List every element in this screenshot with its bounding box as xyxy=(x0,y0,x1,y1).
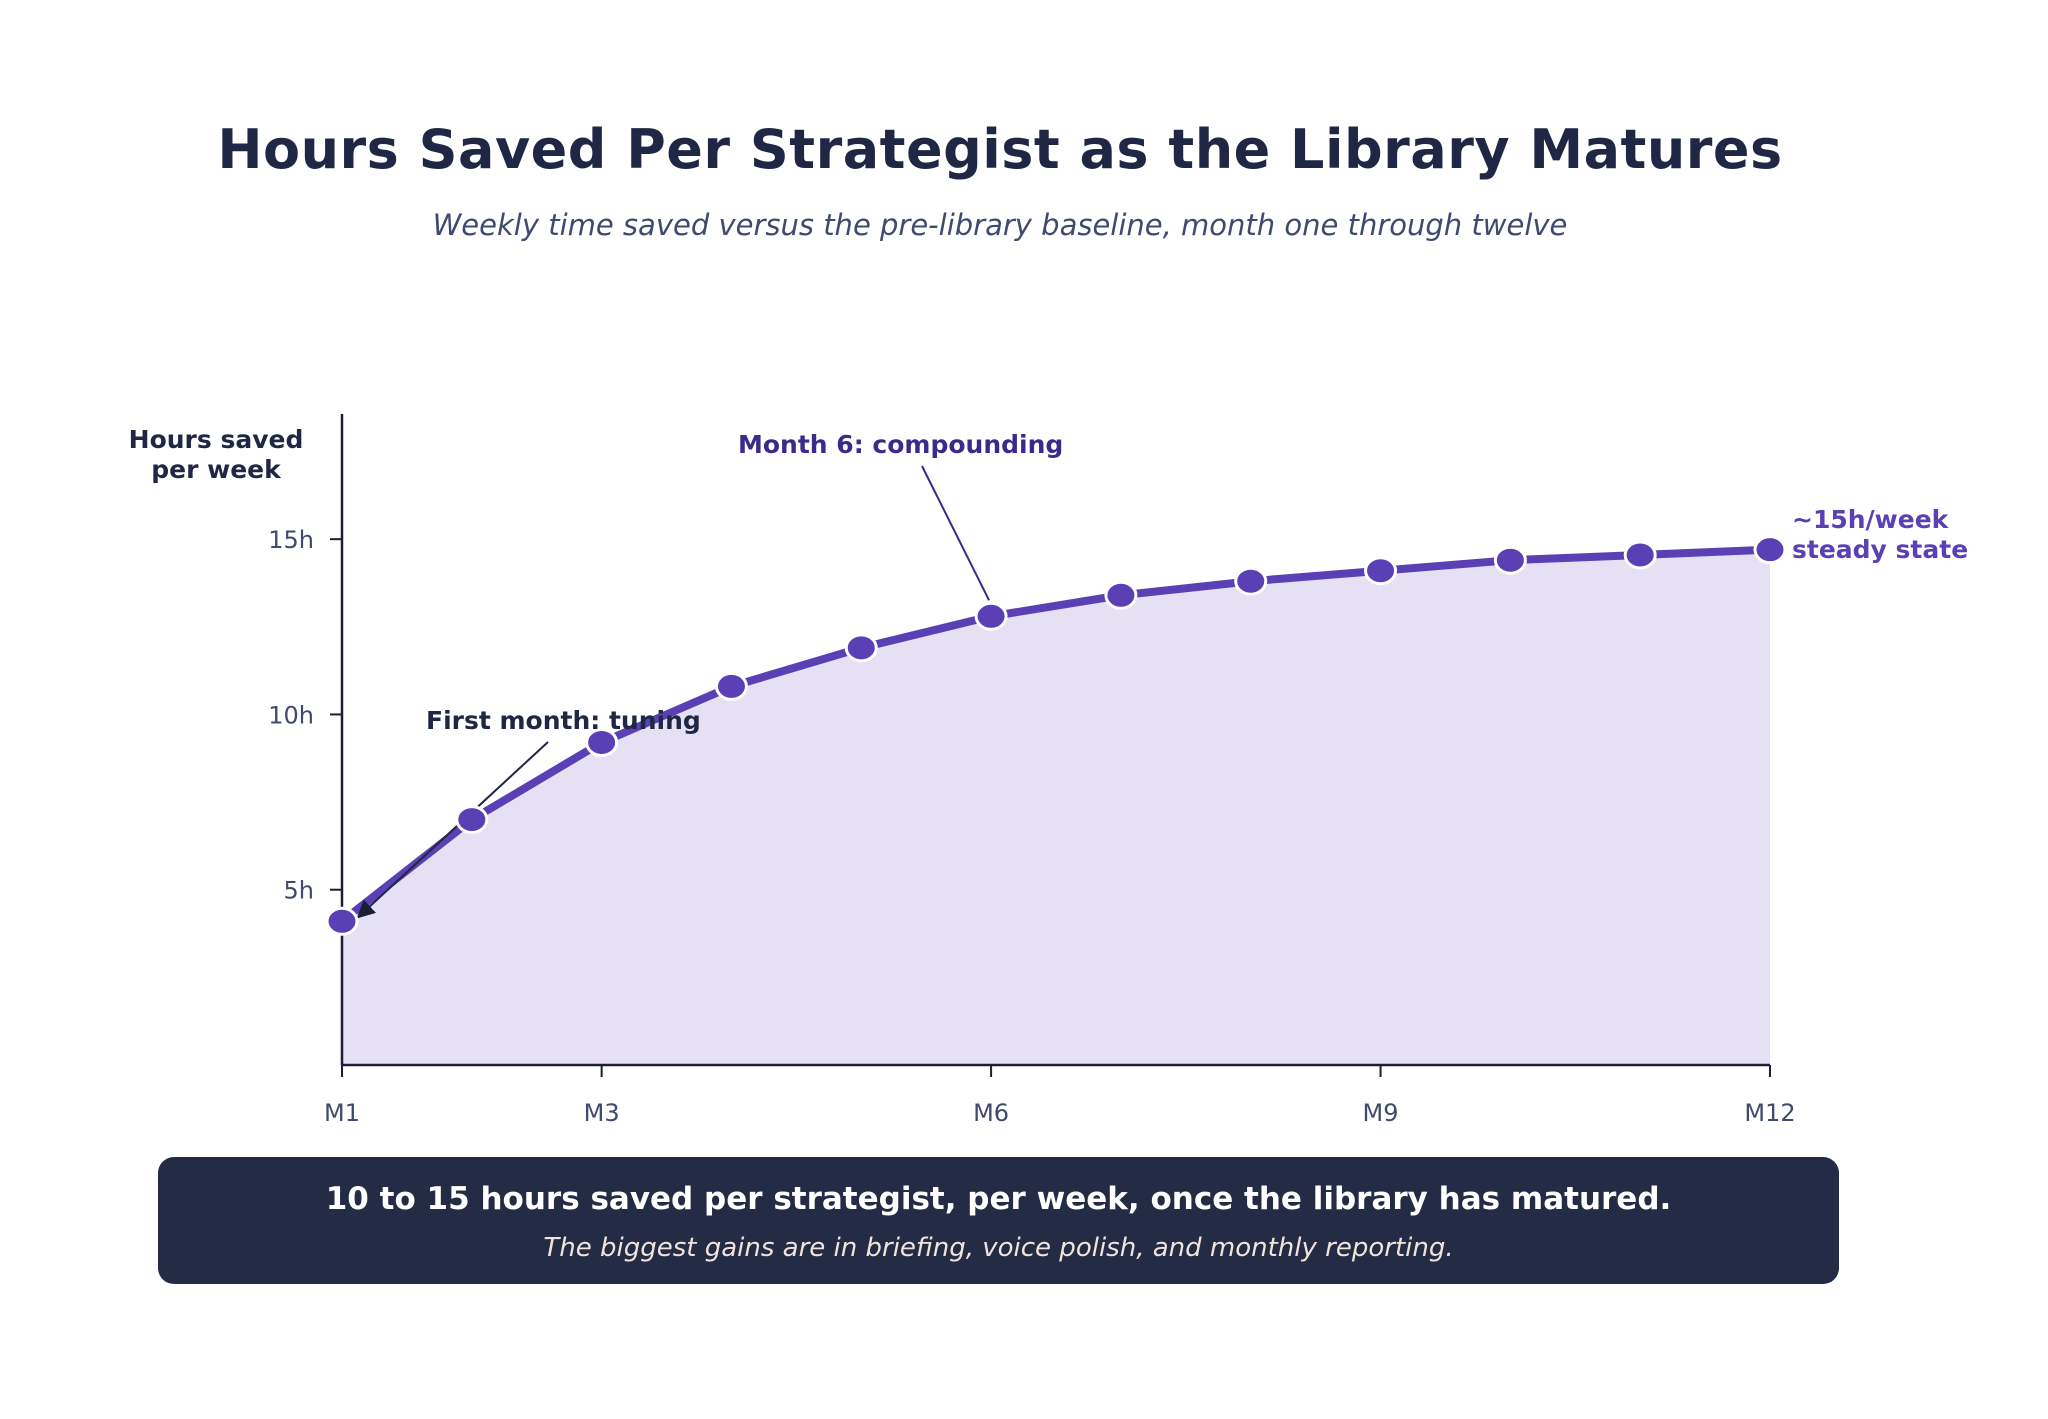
data-point xyxy=(325,906,359,936)
data-point xyxy=(1104,580,1138,610)
data-point xyxy=(1364,556,1398,586)
x-tick-label: M12 xyxy=(1744,1099,1795,1127)
chart-subtitle: Weekly time saved versus the pre-library… xyxy=(432,208,1568,242)
data-point xyxy=(1234,566,1268,596)
annotation-line-month-six xyxy=(921,465,990,601)
x-tick-label: M6 xyxy=(973,1099,1009,1127)
end-label: steady state xyxy=(1792,535,1968,564)
callout-headline: 10 to 15 hours saved per strategist, per… xyxy=(325,1181,1672,1217)
data-point xyxy=(714,671,748,701)
data-point xyxy=(585,727,619,757)
annotation-month-six: Month 6: compounding xyxy=(738,430,1063,459)
data-point xyxy=(844,633,878,663)
area-fill xyxy=(342,549,1770,1065)
y-tick-label: 10h xyxy=(268,701,314,729)
data-point xyxy=(974,601,1008,631)
annotation-first-month: First month: tuning xyxy=(426,706,701,735)
data-point xyxy=(1753,535,1787,565)
end-label: ~15h/week xyxy=(1792,505,1950,534)
x-tick-label: M9 xyxy=(1363,1099,1399,1127)
y-tick-label: 15h xyxy=(268,526,314,554)
y-axis-title: per week xyxy=(151,455,282,484)
y-tick-label: 5h xyxy=(284,877,314,905)
chart-title: Hours Saved Per Strategist as the Librar… xyxy=(217,118,1783,181)
summary-callout: 10 to 15 hours saved per strategist, per… xyxy=(158,1157,1839,1284)
y-axis-title: Hours saved xyxy=(129,425,304,454)
annotation-arrow-first-month xyxy=(356,741,549,919)
data-point xyxy=(1623,540,1657,570)
x-tick-label: M1 xyxy=(324,1099,360,1127)
callout-detail: The biggest gains are in briefing, voice… xyxy=(543,1233,1454,1263)
data-point xyxy=(1493,545,1527,575)
data-point xyxy=(455,805,489,835)
series-line xyxy=(338,545,1774,926)
x-tick-label: M3 xyxy=(584,1099,620,1127)
